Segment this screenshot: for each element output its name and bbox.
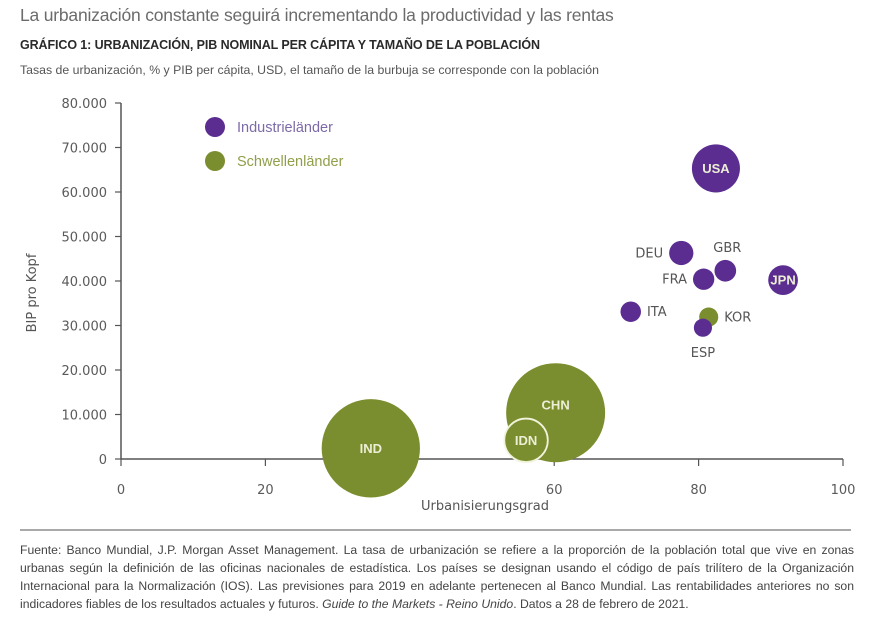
footer-separator	[20, 529, 851, 531]
bubbles: CHN IND USA IDN JPN DEU GBR FRA ITA KOR ESP	[321, 144, 798, 498]
bubble-label-usa: USA	[702, 161, 730, 176]
bubble-jpn	[768, 265, 798, 295]
legend-marker-industrial	[205, 117, 225, 137]
source-footnote: Fuente: Banco Mundial, J.P. Morgan Asset…	[20, 541, 854, 613]
legend-marker-emerging	[205, 151, 225, 171]
bubble-ind	[321, 399, 420, 498]
bubble-label-ind: IND	[360, 441, 382, 456]
legend-label-emerging: Schwellenländer	[237, 154, 344, 170]
bubble-esp	[693, 318, 713, 337]
y-tick-label: 30.000	[62, 320, 108, 335]
bubble-usa	[691, 144, 740, 193]
bubble-label-idn: IDN	[515, 433, 537, 448]
x-tick-label: 20	[257, 483, 274, 498]
x-tick-label: 100	[831, 483, 856, 498]
y-tick-label: 60.000	[62, 186, 108, 201]
bubble-fra	[692, 268, 715, 290]
legend: Industrieländer Schwellenländer	[205, 117, 344, 171]
bubble-label-ita: ITA	[647, 305, 667, 320]
axes: 0 10.000 20.000 30.000 40.000 50.000 60.000 70.…	[25, 97, 855, 514]
y-axis-title: BIP pro Kopf	[25, 253, 40, 332]
bubble-chart: 0 10.000 20.000 30.000 40.000 50.000 60.000 70.…	[25, 97, 855, 514]
y-tick-label: 80.000	[62, 97, 108, 112]
bubble-label-kor: KOR	[724, 311, 751, 326]
y-tick-label: 40.000	[62, 275, 108, 290]
x-tick-label: 0	[117, 483, 125, 498]
bubble-label-jpn: JPN	[770, 273, 795, 288]
bubble-label-esp: ESP	[691, 346, 715, 361]
y-tick-label: 70.000	[62, 142, 108, 157]
footnote-publication: Guide to the Markets - Reino Unido	[322, 597, 514, 611]
bubble-idn	[503, 417, 549, 463]
chart-subtitle: GRÁFICO 1: URBANIZACIÓN, PIB NOMINAL PER…	[20, 38, 540, 52]
headline: La urbanización constante seguirá increm…	[20, 5, 614, 25]
bubble-label-fra: FRA	[662, 273, 687, 288]
legend-label-industrial: Industrieländer	[237, 120, 333, 136]
x-tick-label: 80	[690, 483, 707, 498]
bubble-deu	[669, 240, 694, 266]
footnote-date: . Datos a 28 de febrero de 2021.	[513, 597, 689, 611]
y-tick-label: 20.000	[62, 364, 108, 379]
bubble-label-deu: DEU	[635, 246, 663, 261]
bubble-gbr	[714, 259, 737, 282]
footnote-text: Fuente: Banco Mundial, J.P. Morgan Asset…	[20, 543, 854, 611]
x-tick-label: 60	[546, 483, 563, 498]
y-tick-label: 0	[99, 453, 107, 468]
chart-caption: Tasas de urbanización, % y PIB per cápit…	[20, 63, 599, 77]
bubble-ita	[620, 301, 641, 322]
x-axis-title: Urbanisierungsgrad	[421, 499, 549, 514]
y-tick-label: 10.000	[62, 409, 108, 424]
bubble-label-chn: CHN	[542, 398, 570, 413]
y-tick-label: 50.000	[62, 231, 108, 246]
bubble-label-gbr: GBR	[713, 241, 741, 256]
